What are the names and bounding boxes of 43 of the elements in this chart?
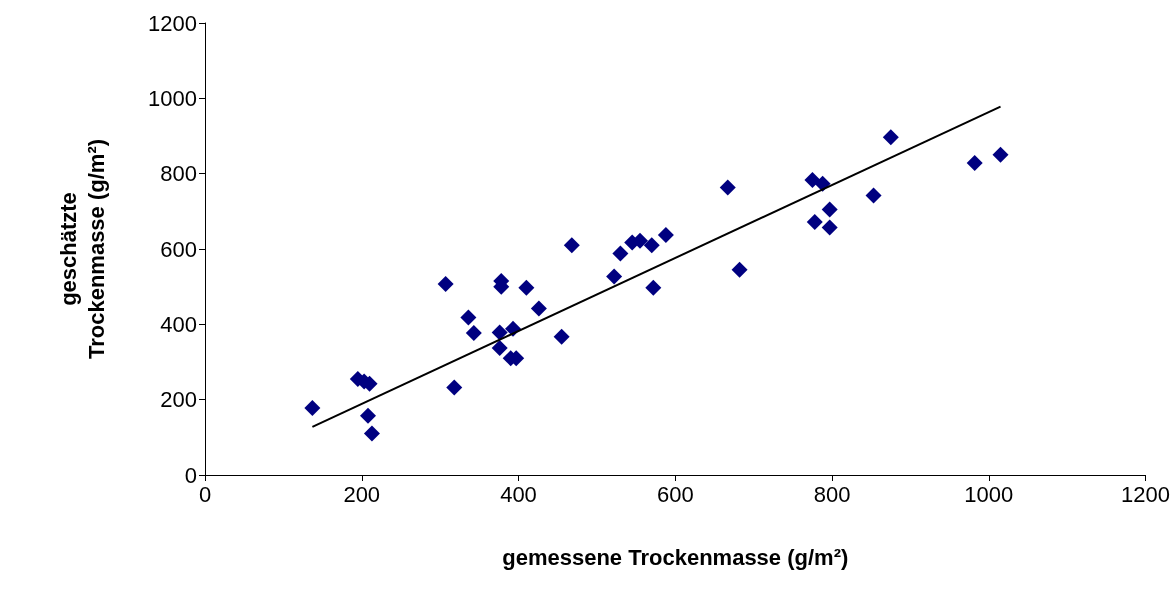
- point: [731, 261, 748, 278]
- point: [465, 325, 482, 341]
- x-tick-label: 400: [500, 481, 537, 507]
- x-tick-label: 800: [813, 481, 851, 507]
- point: [491, 340, 508, 357]
- point: [460, 309, 477, 326]
- point: [821, 201, 838, 218]
- point: [719, 179, 736, 196]
- point: [865, 187, 882, 204]
- point: [966, 155, 983, 172]
- point: [530, 300, 547, 317]
- y-tick-label: 1200: [148, 10, 197, 36]
- point: [821, 219, 838, 236]
- point: [806, 213, 823, 230]
- y-tick-label: 400: [160, 311, 197, 337]
- point: [363, 425, 380, 442]
- y-tick-label: 600: [160, 236, 197, 262]
- point: [643, 237, 660, 254]
- point: [606, 268, 623, 285]
- point: [437, 276, 454, 293]
- point: [612, 245, 629, 262]
- point: [657, 227, 674, 244]
- point: [446, 379, 463, 396]
- y-tick-label: 200: [160, 387, 197, 413]
- y-tick-label: 0: [184, 462, 197, 488]
- point: [992, 146, 1009, 163]
- x-tick-label: 1000: [964, 481, 1014, 507]
- x-tick-label: 1200: [1121, 481, 1171, 507]
- y-tick-label: 800: [160, 161, 197, 187]
- y-tick-label: 1000: [148, 85, 197, 111]
- y-axis-title: geschätzte Trockenmasse (g/m²): [55, 138, 109, 360]
- x-axis-title: gemessene Trockenmasse (g/m²): [502, 544, 849, 570]
- point: [645, 279, 662, 296]
- point: [491, 324, 508, 341]
- point: [518, 279, 535, 296]
- point: [804, 172, 821, 189]
- point: [304, 399, 321, 416]
- x-tick-label: 200: [343, 481, 381, 507]
- point: [553, 328, 570, 345]
- point: [882, 129, 899, 146]
- x-tick-label: 600: [656, 481, 694, 507]
- point: [563, 237, 580, 254]
- point: [360, 407, 377, 424]
